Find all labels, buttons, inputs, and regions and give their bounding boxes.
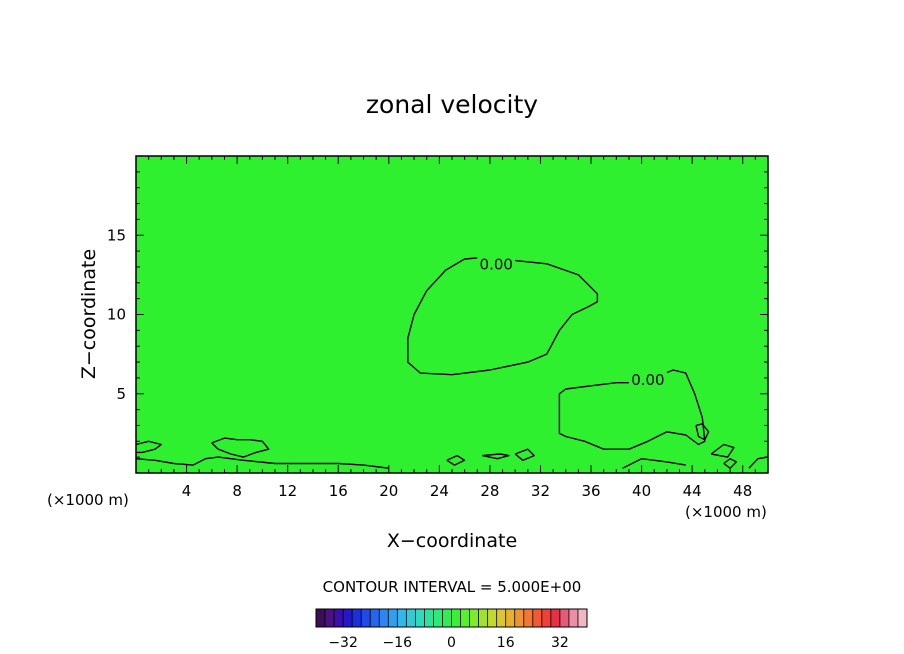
colorbar-swatch	[487, 609, 498, 627]
colorbar-tick-label: 16	[497, 635, 515, 651]
colorbar-tick-label: 32	[551, 635, 569, 651]
contour-label-bg	[477, 255, 516, 272]
y-axis-ticks: 5 10 15	[107, 171, 768, 458]
colorbar-swatch	[316, 609, 326, 627]
colorbar-swatch	[451, 609, 461, 627]
plot-background	[136, 156, 768, 473]
x-tick-label: 8	[232, 482, 242, 500]
colorbar-swatch	[514, 609, 525, 627]
colorbar-swatch	[397, 609, 407, 627]
colorbar-swatch	[505, 609, 516, 627]
x-tick-label: 32	[531, 482, 550, 500]
colorbar-tick-label: −32	[328, 635, 358, 651]
contour-line	[695, 423, 710, 441]
x-tick-label: 40	[632, 482, 651, 500]
colorbar-swatch	[379, 609, 389, 627]
colorbar-swatch	[370, 609, 380, 627]
x-tick-label: 36	[581, 482, 600, 500]
x-unit-left: (×1000 m)	[47, 491, 129, 509]
colorbar-swatch	[550, 609, 561, 627]
x-axis-label: X−coordinate	[387, 530, 517, 552]
contour-line	[558, 369, 706, 450]
colorbar-swatch	[568, 609, 579, 627]
contour-line	[723, 458, 738, 469]
colorbar-swatch	[496, 609, 507, 627]
contour-line	[407, 256, 599, 376]
contour-line	[622, 458, 686, 469]
contour-line	[482, 453, 510, 460]
contour-line	[135, 440, 162, 454]
colorbar-swatch	[478, 609, 489, 627]
y-axis-label: Z−coordinate	[78, 249, 100, 379]
colorbar-tick-label: 0	[447, 635, 456, 651]
contour-line	[446, 454, 466, 466]
x-axis-ticks: 4 8 12 16 20 24 28 32 36 40 44 48	[148, 156, 756, 500]
y-tick-label: 10	[107, 306, 126, 324]
y-tick-label: 15	[107, 226, 126, 244]
x-tick-label: 4	[182, 482, 192, 500]
x-tick-label: 20	[379, 482, 398, 500]
colorbar-swatch	[424, 609, 434, 627]
x-tick-label: 12	[278, 482, 297, 500]
colorbar-swatch	[469, 609, 479, 627]
colorbar-swatch	[388, 609, 398, 627]
x-tick-label: 16	[329, 482, 348, 500]
colorbar-swatch	[352, 609, 362, 627]
colorbar-frame	[315, 608, 588, 628]
contour-line	[710, 443, 735, 458]
colorbar-swatch	[334, 609, 344, 627]
x-tick-label: 24	[430, 482, 449, 500]
contour-line	[135, 456, 389, 469]
contour-label: 0.00	[631, 371, 664, 389]
x-unit-right: (×1000 m)	[685, 503, 767, 521]
colorbar-tick-label: −16	[383, 635, 413, 651]
colorbar-swatch	[361, 609, 371, 627]
x-tick-label: 44	[683, 482, 702, 500]
contour-label: 0.00	[480, 255, 513, 273]
colorbar-swatch	[442, 609, 452, 627]
x-tick-label: 28	[480, 482, 499, 500]
colorbar-swatch	[325, 609, 335, 627]
contour-label-bg	[628, 371, 667, 388]
contour-lines: 0.00 0.00	[135, 255, 769, 469]
contour-line	[514, 448, 535, 461]
y-tick-label: 5	[116, 385, 126, 403]
colorbar-swatch	[532, 609, 543, 627]
colorbar	[316, 609, 588, 627]
colorbar-tick-labels: −32 −16 0 16 32	[328, 635, 568, 651]
colorbar-swatch	[406, 609, 416, 627]
colorbar-swatch	[559, 609, 570, 627]
x-tick-label: 48	[733, 482, 752, 500]
colorbar-swatch	[523, 609, 534, 627]
colorbar-swatch	[541, 609, 552, 627]
contour-line	[211, 437, 270, 458]
colorbar-swatch	[433, 609, 443, 627]
colorbar-swatch	[577, 609, 588, 627]
colorbar-swatch	[343, 609, 353, 627]
contour-interval-text: CONTOUR INTERVAL = 5.000E+00	[323, 578, 582, 596]
colorbar-swatch	[460, 609, 470, 627]
chart-title: zonal velocity	[366, 90, 538, 119]
colorbar-swatch	[415, 609, 425, 627]
